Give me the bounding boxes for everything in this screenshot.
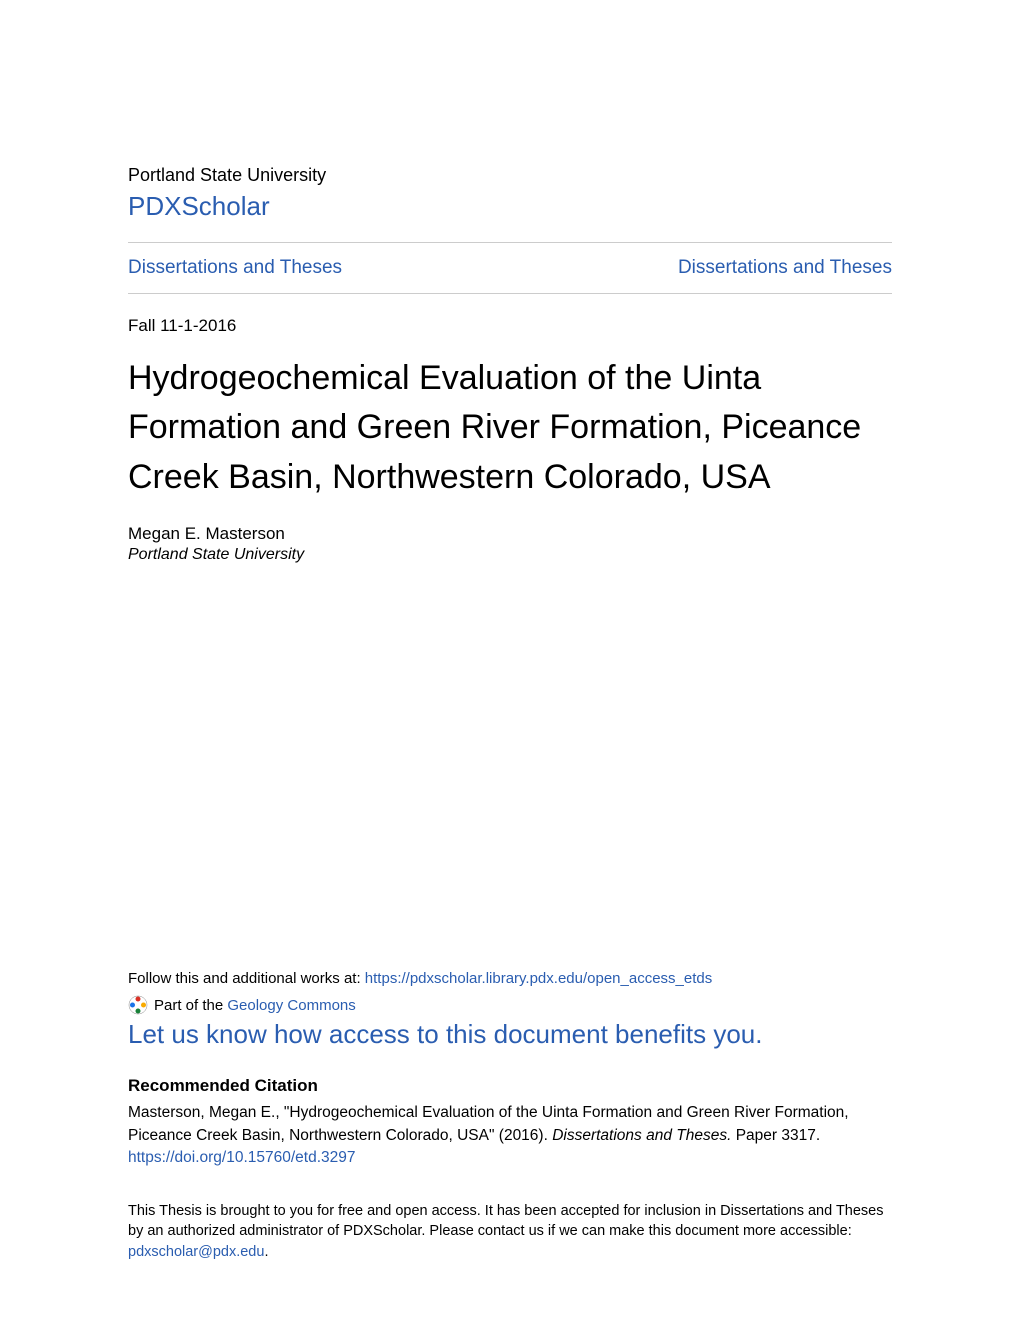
part-of-prefix: Part of the (154, 997, 227, 1014)
part-of-text: Part of the Geology Commons (154, 997, 356, 1014)
contact-email-link[interactable]: pdxscholar@pdx.edu (128, 1244, 264, 1260)
network-icon (128, 995, 148, 1015)
lower-section: Follow this and additional works at: htt… (128, 970, 892, 1262)
footer-after-link: . (264, 1244, 268, 1260)
nav-right-link[interactable]: Dissertations and Theses (678, 257, 892, 279)
nav-row: Dissertations and Theses Dissertations a… (128, 243, 892, 293)
publication-date: Fall 11-1-2016 (128, 316, 892, 336)
doi-link[interactable]: https://doi.org/10.15760/etd.3297 (128, 1149, 892, 1167)
author-affiliation: Portland State University (128, 546, 892, 564)
nav-left-link[interactable]: Dissertations and Theses (128, 257, 342, 279)
footer-text: This Thesis is brought to you for free a… (128, 1201, 892, 1262)
follow-link[interactable]: https://pdxscholar.library.pdx.edu/open_… (365, 970, 712, 987)
header-block: Portland State University PDXScholar Dis… (128, 165, 892, 294)
benefits-link[interactable]: Let us know how access to this document … (128, 1019, 892, 1050)
citation-heading: Recommended Citation (128, 1076, 892, 1096)
author-name: Megan E. Masterson (128, 524, 892, 544)
scholar-link[interactable]: PDXScholar (128, 191, 892, 222)
university-name: Portland State University (128, 165, 892, 186)
document-title: Hydrogeochemical Evaluation of the Uinta… (128, 354, 892, 502)
part-of-row: Part of the Geology Commons (128, 995, 892, 1015)
citation-text: Masterson, Megan E., "Hydrogeochemical E… (128, 1102, 892, 1147)
commons-link[interactable]: Geology Commons (227, 997, 355, 1014)
citation-italic: Dissertations and Theses. (552, 1127, 731, 1144)
footer-before-link: This Thesis is brought to you for free a… (128, 1203, 884, 1239)
follow-this-line: Follow this and additional works at: htt… (128, 970, 892, 987)
follow-prefix: Follow this and additional works at: (128, 970, 365, 987)
divider-bottom (128, 293, 892, 294)
citation-after-italic: Paper 3317. (731, 1127, 820, 1144)
